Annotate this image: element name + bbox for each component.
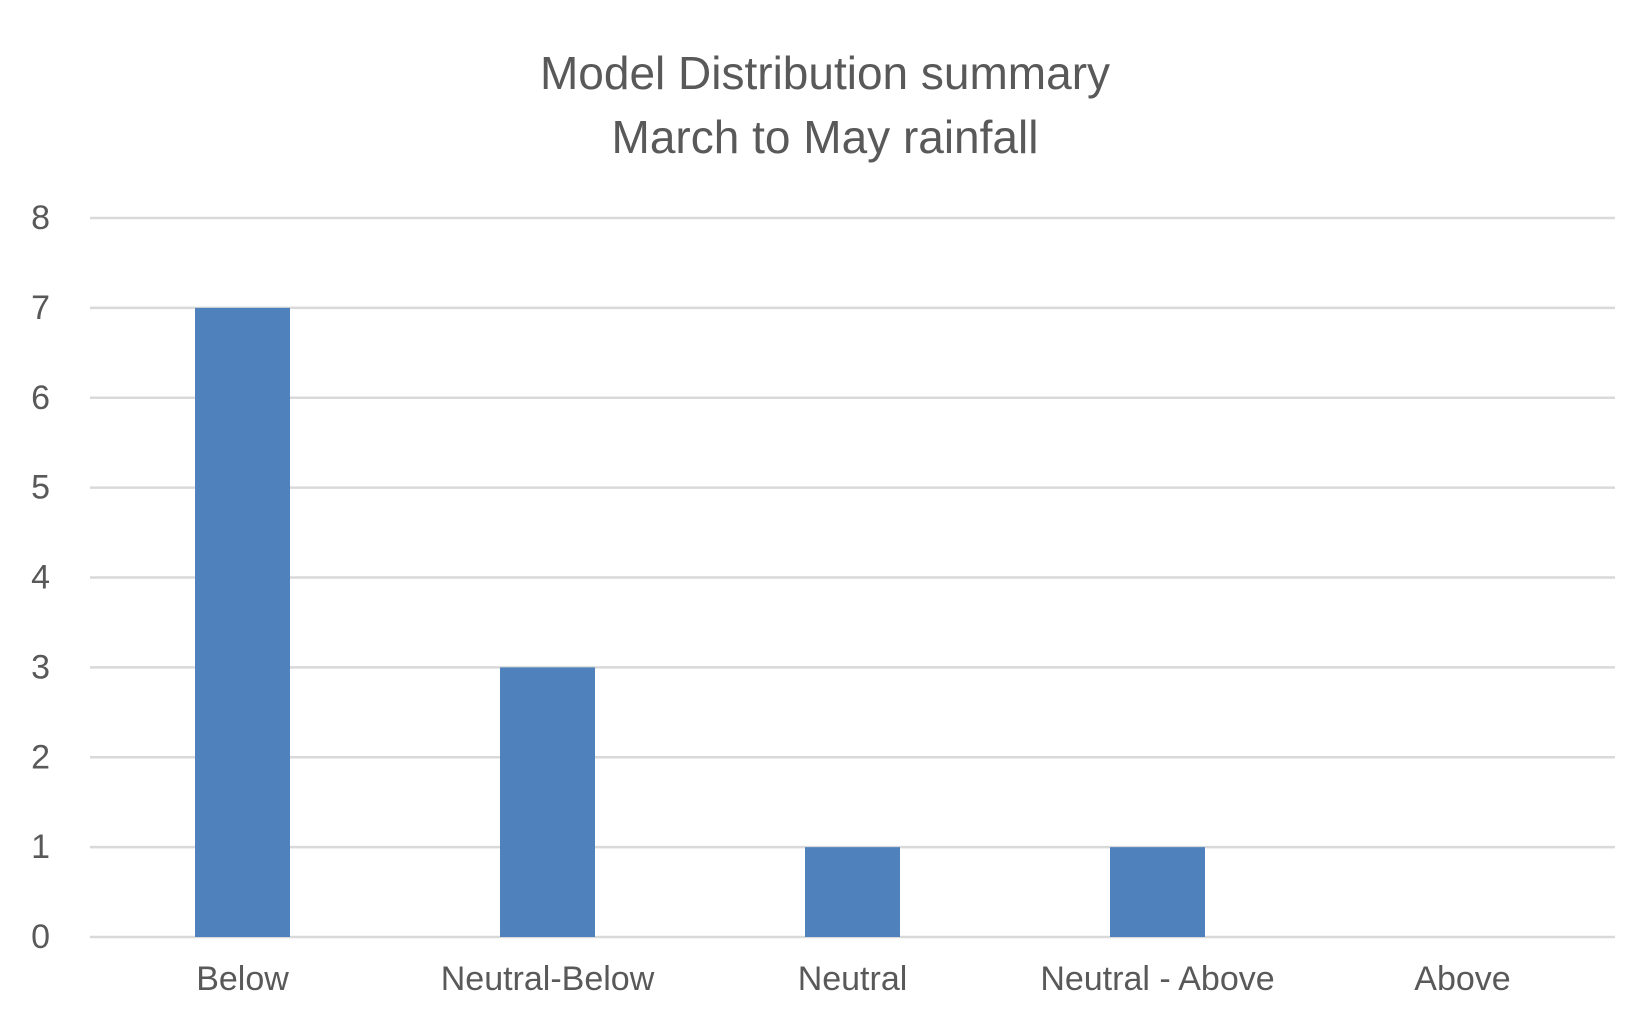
x-axis-ticks: Below Neutral-Below Neutral Neutral - Above…: [196, 960, 1511, 998]
bars: [195, 307, 1205, 937]
x-tick-label: Neutral-Below: [441, 960, 655, 998]
bar-neutral: [805, 847, 900, 937]
bar-neutral-below: [500, 667, 595, 937]
chart-title: Model Distribution summary: [539, 47, 1111, 99]
y-tick-label: 8: [31, 199, 50, 237]
x-tick-label: Neutral: [798, 960, 908, 998]
y-tick-label: 1: [31, 828, 50, 866]
chart-subtitle: March to May rainfall: [611, 111, 1039, 163]
bar-below: [195, 307, 290, 937]
y-tick-label: 4: [31, 559, 50, 597]
y-tick-label: 3: [31, 648, 50, 686]
y-tick-label: 5: [31, 469, 50, 507]
x-tick-label: Above: [1414, 960, 1510, 998]
bar-neutral-above: [1110, 847, 1205, 937]
y-tick-label: 6: [31, 379, 50, 417]
y-tick-label: 7: [31, 289, 50, 327]
x-tick-label: Neutral - Above: [1040, 960, 1274, 998]
y-tick-label: 2: [31, 738, 50, 776]
x-tick-label: Below: [196, 960, 289, 998]
gridlines: [90, 216, 1615, 939]
y-tick-label: 0: [31, 918, 50, 956]
y-axis-ticks: 0 1 2 3 4 5 6 7 8: [31, 199, 50, 956]
